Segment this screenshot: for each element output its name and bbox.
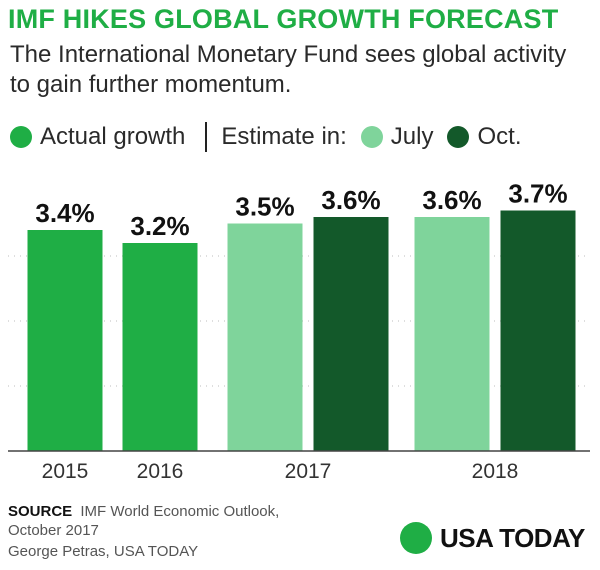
data-label: 3.4% [35, 198, 94, 228]
credit-line: George Petras, USA TODAY [8, 543, 199, 560]
x-tick-label: 2015 [42, 460, 89, 483]
legend-actual-swatch [10, 126, 32, 148]
legend: Actual growth Estimate in: July Oct. [10, 121, 522, 153]
legend-separator [205, 122, 208, 152]
source-label: SOURCE [8, 503, 73, 520]
bar-2017-oct [313, 217, 389, 451]
bar-2015-actual [27, 230, 103, 451]
x-tick-label: 2017 [285, 460, 332, 483]
bar-2018-oct [500, 210, 576, 451]
logo-wordmark: USA TODAY [440, 522, 585, 553]
usa-today-logo: USA TODAY [400, 522, 585, 554]
legend-estimate-label: Estimate in: [221, 123, 347, 150]
data-label: 3.7% [508, 179, 567, 209]
bar-2018-july [414, 217, 490, 451]
data-label: 3.6% [321, 185, 380, 215]
logo-circle-icon [400, 522, 432, 554]
x-tick-label: 2018 [472, 460, 519, 483]
bar-chart: 3.4% 2015 3.2% 2016 3.5% 3.6% 2017 3.6% 3.7% 2018 [8, 179, 590, 483]
bar-2016-actual [122, 243, 198, 451]
legend-oct-swatch [447, 126, 470, 148]
x-tick-label: 2016 [137, 460, 184, 483]
data-label: 3.6% [422, 185, 481, 215]
source-note: SOURCE IMF World Economic Outlook, Octob… [8, 502, 328, 540]
data-label: 3.2% [130, 211, 189, 241]
chart-subtitle: The International Monetary Fund sees glo… [10, 41, 567, 98]
bar-2017-july [227, 223, 303, 451]
legend-july-swatch [360, 126, 383, 148]
data-label: 3.5% [235, 192, 294, 222]
legend-july-label: July [390, 123, 434, 150]
legend-actual-label: Actual growth [40, 123, 186, 150]
source-text: IMF World Economic Outlook, October 2017 [8, 503, 280, 539]
legend-oct-label: Oct. [477, 123, 522, 150]
chart-title: IMF HIKES GLOBAL GROWTH FORECAST [8, 4, 559, 34]
